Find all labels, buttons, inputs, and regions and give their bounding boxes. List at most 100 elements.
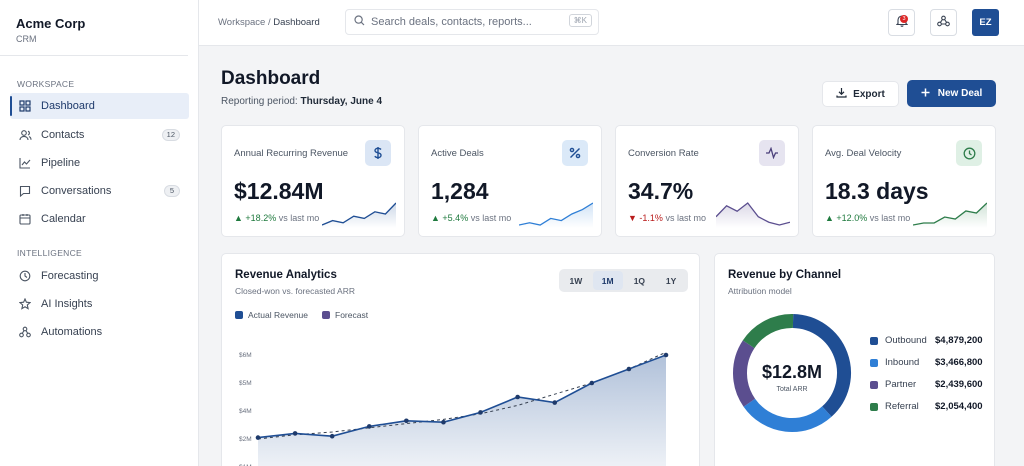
period-label: Reporting period: [221, 96, 298, 107]
channel-row-partner[interactable]: Partner $2,439,600 [870, 378, 990, 400]
search-box[interactable]: ⌘K [345, 9, 599, 35]
new-deal-button[interactable]: New Deal [907, 80, 996, 107]
donut-slice-referral[interactable] [742, 314, 794, 349]
plus-icon [921, 88, 930, 100]
sparkline-line [322, 202, 396, 226]
y-tick-label: $6M [239, 352, 252, 359]
kpi-delta-suffix: vs last mo [869, 213, 911, 223]
data-point[interactable] [478, 410, 483, 415]
legend-item-actual[interactable]: Actual Revenue [235, 310, 308, 320]
avatar[interactable]: EZ [972, 9, 999, 36]
nav-section-intelligence: INTELLIGENCE [17, 248, 83, 258]
channel-row-inbound[interactable]: Inbound $3,466,800 [870, 356, 990, 378]
data-point[interactable] [663, 352, 669, 358]
kpi-value: 18.3 days [825, 178, 929, 204]
sidebar-item-forecasting[interactable]: Forecasting [10, 263, 189, 289]
breadcrumb-root[interactable]: Workspace [218, 17, 266, 28]
sidebar-item-conversations[interactable]: Conversations 5 [10, 178, 189, 204]
kpi-card-active-deals[interactable]: Active Deals 1,284 ▲ +5.4% vs last mo [418, 125, 602, 237]
network-icon [937, 14, 950, 32]
trend-up-icon: ▲ [431, 213, 443, 223]
trend-icon [18, 156, 32, 170]
sidebar-item-automations[interactable]: Automations [10, 319, 189, 345]
y-tick-label: $1M [239, 464, 252, 466]
percent-icon [562, 140, 588, 166]
trend-down-icon: ▼ [628, 213, 640, 223]
channel-value: $3,466,800 [935, 357, 983, 368]
channel-value: $4,879,200 [935, 335, 983, 346]
range-option-1w[interactable]: 1W [569, 275, 583, 286]
kpi-label: Annual Recurring Revenue [234, 148, 349, 159]
notifications-button[interactable]: 3 [888, 9, 915, 36]
data-point[interactable] [329, 433, 335, 439]
chart-legend: Actual Revenue Forecast [235, 310, 368, 320]
notification-count-badge: 3 [900, 15, 908, 23]
kpi-sparkline [519, 202, 593, 228]
trend-up-icon: ▲ [234, 213, 246, 223]
donut-slice-outbound[interactable] [792, 314, 851, 417]
kpi-delta: ▲ +12.0% vs last mo [825, 213, 910, 223]
users-icon [18, 128, 32, 142]
data-point[interactable] [626, 366, 632, 372]
breadcrumb: Workspace / Dashboard [218, 17, 320, 28]
sparkline-line [519, 202, 593, 226]
kpi-card-velocity[interactable]: Avg. Deal Velocity 18.3 days ▲ +12.0% vs… [812, 125, 996, 237]
calendar-icon [18, 212, 32, 226]
sidebar-item-contacts[interactable]: Contacts 12 [10, 122, 189, 148]
legend-item-forecast[interactable]: Forecast [322, 310, 368, 320]
donut-slice-partner[interactable] [733, 340, 756, 407]
export-button[interactable]: Export [822, 81, 899, 107]
conversations-count-badge: 5 [164, 185, 180, 197]
channel-name: Inbound [885, 357, 920, 368]
kpi-delta: ▼ -1.1% vs last mo [628, 213, 706, 223]
range-option-1m[interactable]: 1M [592, 271, 623, 290]
sidebar-item-ai-insights[interactable]: AI Insights [10, 291, 189, 317]
kpi-delta-value: +18.2% [245, 213, 277, 223]
channel-row-referral[interactable]: Referral $2,054,400 [870, 400, 990, 422]
legend-swatch [870, 337, 878, 345]
sidebar-item-label: Contacts [41, 129, 85, 141]
integrations-button[interactable] [930, 9, 957, 36]
data-point[interactable] [366, 424, 372, 429]
sidebar-item-calendar[interactable]: Calendar [10, 206, 189, 232]
y-tick-label: $5M [239, 380, 252, 387]
sidebar-item-label: Automations [41, 326, 103, 338]
channel-legend: Outbound $4,879,200 Inbound $3,466,800 Par… [870, 334, 990, 422]
sidebar-item-label: Pipeline [41, 157, 81, 169]
brand-sub: CRM [16, 34, 37, 44]
data-point[interactable] [404, 418, 409, 424]
data-point[interactable] [515, 394, 520, 400]
chart-icon [18, 269, 32, 283]
range-option-1q[interactable]: 1Q [633, 275, 646, 286]
donut-total-value: $12.8M [762, 362, 822, 382]
data-point[interactable] [292, 431, 298, 436]
legend-swatch [322, 311, 331, 319]
kpi-card-conversion[interactable]: Conversion Rate 34.7% ▼ -1.1% vs last mo [615, 125, 799, 237]
data-point[interactable] [255, 435, 261, 440]
kpi-sparkline [322, 202, 396, 228]
sidebar-item-pipeline[interactable]: Pipeline [10, 150, 189, 176]
legend-label: Forecast [335, 310, 369, 320]
panel-subtitle: Closed-won vs. forecasted ARR [235, 286, 355, 296]
search-icon [354, 13, 365, 31]
kpi-delta: ▲ +18.2% vs last mo [234, 213, 319, 223]
kpi-label: Active Deals [431, 148, 484, 159]
range-option-1y[interactable]: 1Y [665, 275, 677, 286]
sparkle-icon [18, 297, 32, 311]
donut-slice-inbound[interactable] [743, 398, 832, 432]
kpi-delta-suffix: vs last mo [278, 213, 320, 223]
breadcrumb-separator: / [267, 17, 271, 28]
data-point[interactable] [589, 380, 595, 386]
data-point[interactable] [441, 419, 446, 425]
sparkline-area [519, 203, 593, 228]
legend-swatch [870, 403, 878, 411]
search-input[interactable] [371, 16, 561, 28]
panel-title: Revenue by Channel [728, 269, 842, 281]
sparkline-area [322, 203, 396, 228]
sidebar-item-dashboard[interactable]: Dashboard [10, 93, 189, 119]
channel-row-outbound[interactable]: Outbound $4,879,200 [870, 334, 990, 356]
data-point[interactable] [552, 400, 558, 405]
channel-name: Referral [885, 401, 919, 412]
sidebar-item-label: Forecasting [41, 270, 99, 282]
kpi-card-arr[interactable]: Annual Recurring Revenue $12.84M ▲ +18.2… [221, 125, 405, 237]
